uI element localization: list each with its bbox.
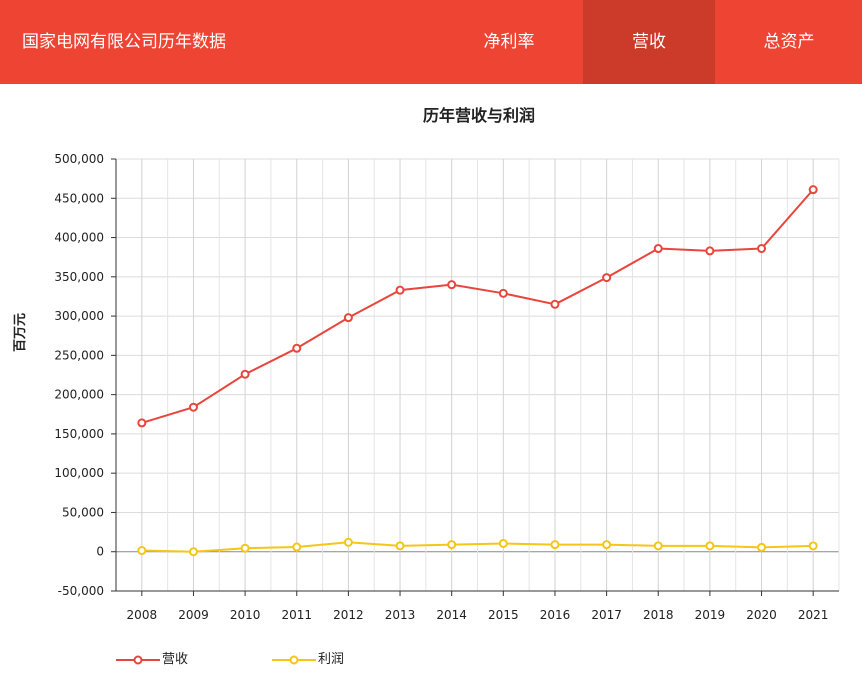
top-navigation-bar: 国家电网有限公司历年数据 净利率 营收 总资产 [0, 0, 862, 84]
x-tick-label: 2012 [333, 608, 364, 622]
y-tick-label: 500,000 [54, 152, 104, 166]
data-point [653, 541, 663, 551]
x-tick-label: 2008 [127, 608, 158, 622]
data-point [395, 541, 405, 551]
data-point [395, 285, 405, 295]
legend-label-profit: 利润 [318, 652, 345, 667]
x-tick-label: 2013 [385, 608, 416, 622]
data-point [705, 541, 715, 551]
tab-net-profit-margin[interactable]: 净利率 [483, 32, 535, 52]
x-tick-label: 2021 [798, 608, 829, 622]
y-tick-label: 200,000 [54, 388, 104, 402]
y-tick-label: 150,000 [54, 427, 104, 441]
data-point [188, 547, 198, 557]
legend-swatch-profit [272, 655, 316, 665]
x-tick-label: 2010 [230, 608, 261, 622]
legend-swatch-revenue [116, 655, 160, 665]
x-tick-label: 2016 [540, 608, 571, 622]
data-point [808, 185, 818, 195]
y-tick-label: 0 [96, 545, 104, 559]
data-point [705, 246, 715, 256]
data-point [808, 541, 818, 551]
y-tick-label: 50,000 [62, 505, 104, 519]
legend-label-revenue: 营收 [162, 652, 189, 667]
y-tick-label: -50,000 [58, 584, 104, 598]
y-tick-label: 300,000 [54, 309, 104, 323]
data-point [602, 540, 612, 550]
x-tick-label: 2020 [746, 608, 777, 622]
data-point [188, 402, 198, 412]
tab-total-assets[interactable]: 总资产 [763, 32, 815, 52]
data-point [137, 418, 147, 428]
y-tick-label: 100,000 [54, 466, 104, 480]
data-point [602, 273, 612, 283]
y-tick-label: 450,000 [54, 191, 104, 205]
data-point [653, 244, 663, 254]
data-point [757, 244, 767, 254]
y-tick-label: 400,000 [54, 231, 104, 245]
data-point [550, 540, 560, 550]
series-line-0 [141, 188, 814, 424]
data-point [240, 543, 250, 553]
data-point [498, 288, 508, 298]
data-point [137, 546, 147, 556]
chart-title: 历年营收与利润 [422, 106, 535, 125]
data-point [498, 538, 508, 548]
data-point [447, 540, 457, 550]
data-point [292, 542, 302, 552]
data-point [343, 313, 353, 323]
x-tick-label: 2018 [643, 608, 674, 622]
data-point [447, 280, 457, 290]
series-line-1 [141, 541, 814, 553]
x-tick-label: 2011 [281, 608, 312, 622]
data-point [757, 542, 767, 552]
x-tick-label: 2009 [178, 608, 209, 622]
data-point [240, 369, 250, 379]
x-tick-label: 2014 [436, 608, 467, 622]
x-tick-label: 2019 [695, 608, 726, 622]
x-tick-label: 2015 [488, 608, 519, 622]
tab-revenue[interactable]: 营收 [583, 0, 715, 84]
x-tick-label: 2017 [591, 608, 622, 622]
data-point [550, 299, 560, 309]
y-tick-label: 250,000 [54, 348, 104, 362]
data-point [292, 343, 302, 353]
brand-title: 国家电网有限公司历年数据 [22, 32, 226, 52]
y-tick-label: 350,000 [54, 270, 104, 284]
data-point [343, 537, 353, 547]
